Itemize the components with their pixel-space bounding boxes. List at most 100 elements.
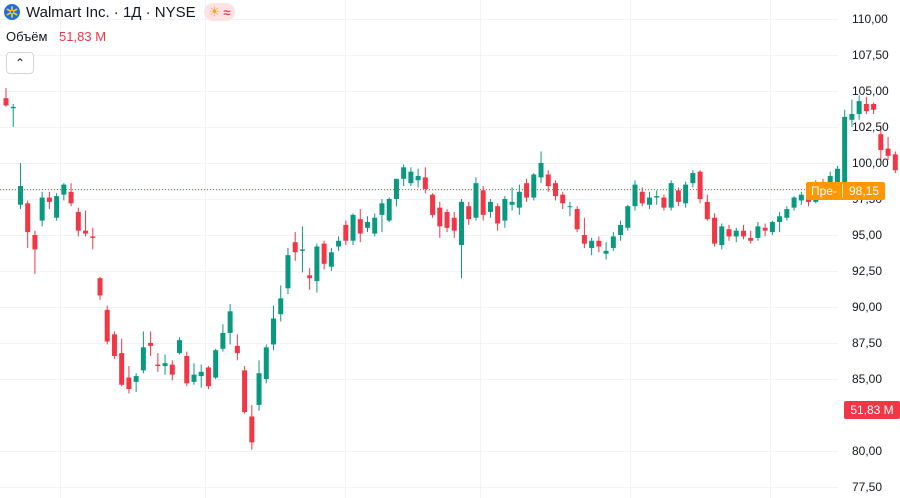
candle [357, 209, 363, 243]
candle [285, 247, 291, 295]
chart-grid [0, 0, 838, 498]
candle [39, 191, 45, 227]
candle-body [111, 334, 117, 356]
candle [307, 268, 313, 290]
candle [458, 199, 464, 279]
candle-body [263, 347, 269, 379]
candle-body [256, 373, 262, 405]
candle [473, 177, 479, 221]
candle [104, 305, 110, 345]
candle-body [90, 236, 96, 238]
symbol-title[interactable]: Walmart Inc. · 1Д · NYSE [26, 3, 196, 21]
candle [668, 180, 674, 211]
candle-body [661, 197, 667, 208]
candle [618, 220, 624, 241]
candle [336, 236, 342, 251]
candle-body [379, 203, 385, 215]
candle-body [75, 211, 81, 231]
candle [798, 191, 804, 205]
candle-body [480, 190, 486, 215]
candle [863, 96, 869, 115]
candle-body [119, 353, 125, 385]
market-status-badge[interactable]: ☀ ≈ [203, 3, 236, 21]
candle [379, 199, 385, 233]
candle [184, 351, 190, 387]
candle-body [531, 174, 537, 198]
candle-body [740, 230, 746, 237]
candle [111, 331, 117, 359]
candle [581, 217, 587, 248]
candle-body [581, 235, 587, 244]
candle-body [357, 219, 363, 234]
candle [589, 237, 595, 256]
collapse-legend-button[interactable]: ⌃ [6, 52, 34, 74]
candle-body [401, 167, 407, 179]
candle-body [596, 240, 602, 247]
candle-body [524, 183, 530, 198]
candle-body [697, 171, 703, 199]
symbol-header: Walmart Inc. · 1Д · NYSE ☀ ≈ [4, 2, 236, 22]
candle-body [885, 148, 891, 156]
candle-body [169, 364, 175, 375]
candle-body [227, 311, 233, 333]
candle [198, 364, 204, 388]
candle-body [292, 242, 298, 253]
candle [422, 167, 428, 194]
candle [350, 213, 356, 246]
candle-body [516, 191, 522, 208]
candle [177, 337, 183, 355]
candle [25, 200, 31, 248]
candle-body [126, 377, 132, 390]
candle-body [675, 190, 681, 202]
candle-body [249, 416, 255, 443]
candle [328, 247, 334, 271]
candle-body [328, 252, 334, 267]
candle-body [415, 175, 421, 181]
candlestick-series [3, 88, 898, 450]
candle-body [46, 197, 52, 202]
price-axis-label: 85,00 [852, 372, 883, 386]
candle [639, 187, 645, 207]
candle-body [25, 203, 31, 233]
candle-body [495, 206, 501, 224]
candle-body [704, 201, 710, 220]
candle-body [133, 376, 139, 382]
candle [205, 366, 211, 390]
candle [603, 242, 609, 260]
candle [155, 353, 161, 372]
candle-body [712, 217, 718, 244]
candle-body [83, 230, 89, 234]
pre-market-price-tag: Пре- 98,15 [806, 182, 885, 200]
candle-body [509, 201, 515, 205]
candle-body [733, 230, 739, 237]
candle [726, 224, 732, 241]
candle-body [769, 222, 775, 233]
candle-body [683, 184, 689, 204]
candle [842, 109, 848, 192]
wave-icon: ≈ [223, 4, 231, 20]
candle [227, 304, 233, 345]
candle [242, 366, 248, 414]
candle [784, 206, 790, 221]
candle [871, 102, 877, 115]
volume-value: 51,83 M [59, 29, 107, 44]
candle [856, 95, 862, 120]
candle [538, 151, 544, 184]
candle-body [205, 367, 211, 387]
candle-body [97, 278, 103, 296]
candle-body [538, 163, 544, 178]
candle-body [560, 194, 566, 204]
candle-body [278, 298, 284, 315]
candle-body [68, 191, 74, 204]
volume-label: Объём [6, 29, 48, 44]
candle-body [589, 240, 595, 248]
candle [769, 220, 775, 235]
candle [90, 227, 96, 250]
candle-body [849, 114, 855, 120]
candle [755, 222, 761, 241]
candle [596, 236, 602, 253]
candle [54, 193, 60, 221]
candle [213, 348, 219, 379]
candle [849, 99, 855, 127]
